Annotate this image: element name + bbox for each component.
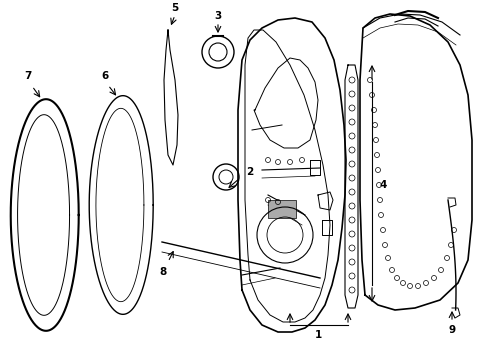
Text: 5: 5: [172, 3, 179, 13]
FancyBboxPatch shape: [268, 200, 296, 218]
Text: 3: 3: [215, 11, 221, 21]
Text: 2: 2: [246, 167, 254, 177]
Text: 7: 7: [24, 71, 32, 81]
Text: 8: 8: [159, 267, 167, 277]
Text: 6: 6: [101, 71, 109, 81]
Text: 9: 9: [448, 325, 456, 335]
Text: 1: 1: [315, 330, 321, 340]
Text: 4: 4: [379, 180, 387, 190]
